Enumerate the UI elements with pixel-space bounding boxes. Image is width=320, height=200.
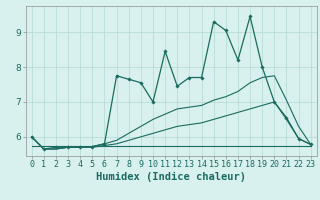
X-axis label: Humidex (Indice chaleur): Humidex (Indice chaleur) <box>96 172 246 182</box>
